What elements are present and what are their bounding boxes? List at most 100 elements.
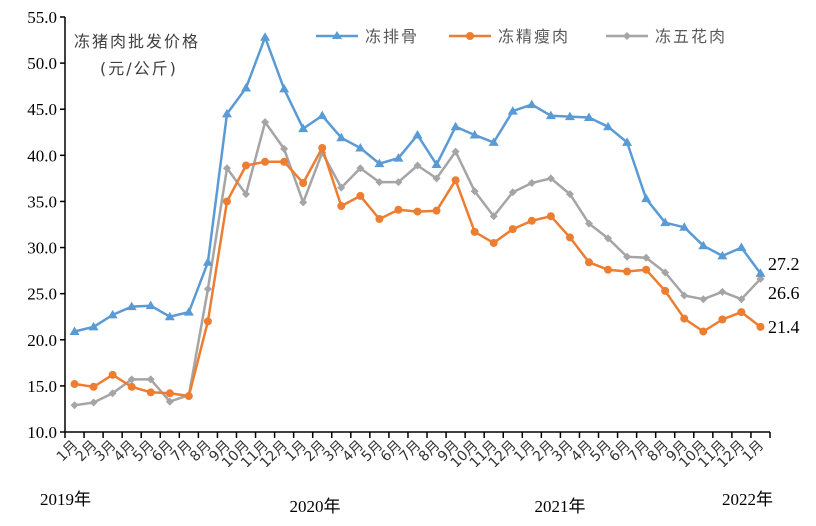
y-tick-label: 50.0 (27, 54, 57, 73)
triangle-marker (526, 99, 537, 109)
diamond-marker (108, 389, 117, 398)
circle-marker (565, 233, 574, 242)
y-tick-label: 30.0 (27, 239, 57, 258)
series-2 (70, 118, 765, 410)
x-tick-label: 1月 (740, 438, 768, 466)
legend-label-lean: 冻精瘦肉 (498, 27, 570, 46)
circle-marker (508, 225, 517, 234)
circle-marker (756, 322, 765, 331)
triangle-marker (88, 321, 99, 331)
circle-marker (146, 388, 155, 397)
diamond-marker (394, 178, 403, 187)
diamond-marker (337, 183, 346, 192)
circle-marker (127, 382, 136, 391)
circle-marker (470, 227, 479, 236)
circle-marker (203, 317, 212, 326)
triangle-marker (279, 83, 290, 93)
triangle-marker (583, 112, 594, 122)
circle-marker (604, 265, 613, 274)
circle-marker (489, 238, 498, 247)
triangle-marker (431, 159, 442, 169)
triangle-marker (183, 307, 194, 316)
triangle-marker (469, 130, 480, 139)
y-tick-label: 40.0 (27, 146, 57, 165)
diamond-marker (222, 164, 231, 173)
triangle-marker (545, 110, 556, 120)
diamond-marker (527, 179, 536, 187)
series-line (74, 36, 762, 333)
triangle-marker (126, 301, 137, 311)
circle-marker (737, 308, 746, 317)
diamond-marker (451, 147, 460, 156)
diamond-marker (737, 295, 746, 304)
diamond-marker (203, 285, 212, 294)
legend-item-lean[interactable]: 冻精瘦肉 (449, 27, 570, 46)
diamond-marker (299, 198, 308, 207)
circle-marker (699, 327, 708, 336)
triangle-marker (107, 309, 118, 319)
triangle-marker (336, 132, 347, 142)
circle-marker (375, 214, 384, 223)
triangle-marker (317, 110, 328, 120)
diamond-marker (489, 212, 498, 221)
year-label: 2022年 (722, 490, 773, 509)
circle-marker (108, 370, 117, 379)
diamond-marker (623, 252, 632, 261)
end-label-belly: 26.6 (768, 283, 800, 303)
y-tick-label: 55.0 (27, 8, 57, 27)
triangle-marker (717, 250, 728, 260)
circle-marker (70, 380, 79, 389)
year-label: 2019年 (40, 490, 91, 509)
y-tick-label: 45.0 (27, 100, 57, 119)
triangle-marker (736, 242, 747, 252)
circle-marker (546, 212, 555, 221)
diamond-marker (546, 174, 555, 183)
legend-item-ribs[interactable]: 冻排骨 (316, 27, 419, 46)
diamond-marker (375, 178, 384, 187)
circle-marker (394, 205, 403, 214)
diamond-marker (661, 268, 670, 277)
triangle-marker (603, 121, 614, 131)
y-axis-title-line2: (元/公斤) (100, 59, 178, 78)
triangle-marker (488, 137, 499, 146)
diamond-marker (89, 398, 98, 407)
triangle-marker (374, 158, 385, 168)
legend-label-ribs: 冻排骨 (365, 27, 419, 46)
triangle-marker (241, 83, 252, 92)
circle-marker-icon (466, 32, 474, 40)
triangle-marker (641, 193, 652, 203)
triangle-marker (202, 257, 213, 266)
diamond-marker (356, 164, 365, 173)
triangle-marker (355, 142, 366, 152)
triangle-marker (412, 130, 423, 139)
circle-marker (184, 392, 193, 401)
circle-marker (337, 202, 346, 211)
circle-marker (661, 286, 670, 295)
diamond-marker (584, 219, 593, 228)
circle-marker (242, 161, 251, 170)
triangle-marker (507, 106, 518, 115)
diamond-marker (756, 274, 765, 283)
triangle-marker (260, 32, 271, 41)
year-label: 2020年 (290, 497, 341, 516)
diamond-marker (432, 174, 441, 183)
triangle-marker (221, 108, 232, 118)
x-axis: 1月2月3月4月5月6月7月8月9月10月11月12月1月2月3月4月5月6月7… (40, 431, 773, 516)
y-tick-label: 35.0 (27, 192, 57, 211)
triangle-marker (69, 326, 80, 335)
circle-marker (680, 314, 689, 323)
diamond-marker (165, 397, 174, 406)
legend-label-belly: 冻五花肉 (655, 27, 727, 46)
triangle-marker (164, 311, 175, 321)
year-label: 2021年 (535, 497, 586, 516)
diamond-marker (604, 234, 613, 243)
triangle-marker (564, 111, 575, 121)
y-tick-label: 15.0 (27, 377, 57, 396)
legend: 冻排骨 冻精瘦肉 冻五花肉 (316, 27, 727, 46)
circle-marker (413, 207, 422, 216)
diamond-marker (127, 375, 136, 384)
legend-item-belly[interactable]: 冻五花肉 (606, 27, 727, 46)
y-axis-title-line1: 冻猪肉批发价格 (74, 32, 200, 51)
series-1 (70, 143, 765, 401)
